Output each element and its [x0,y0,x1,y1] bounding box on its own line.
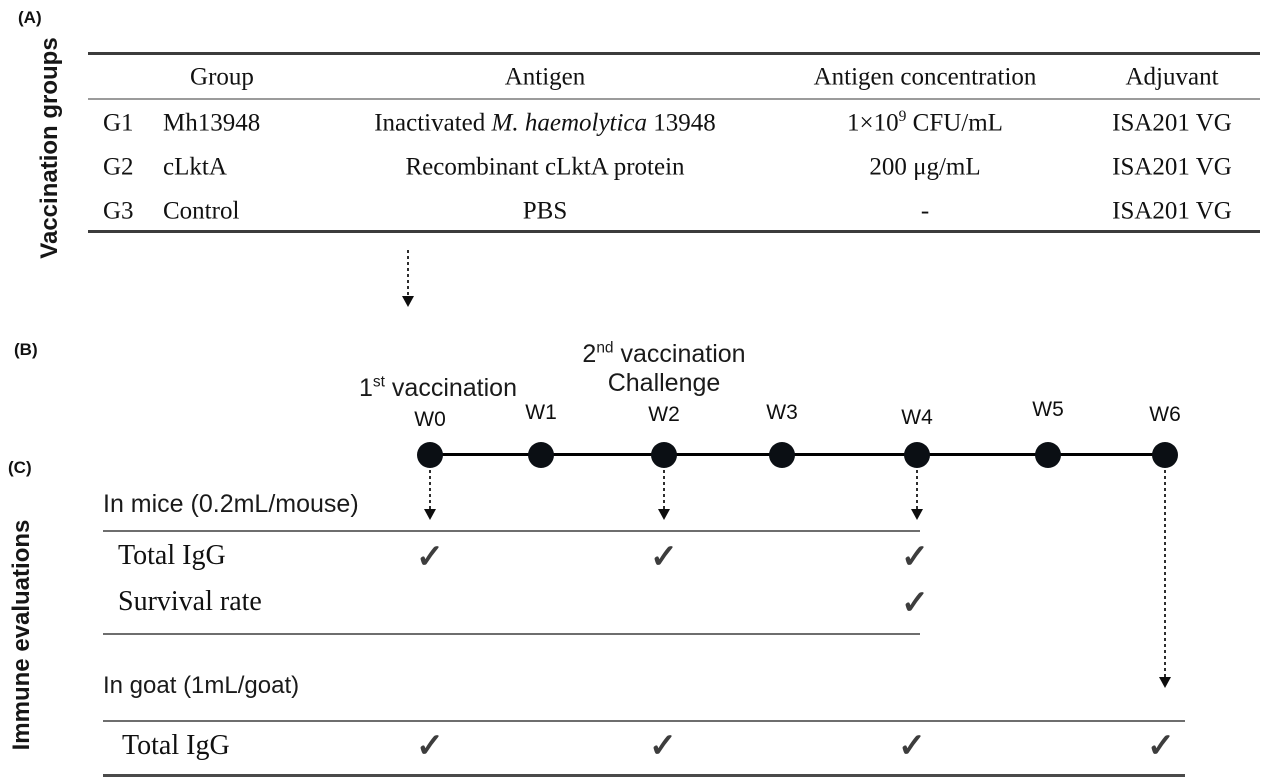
timeline-dot-w2 [651,442,677,468]
ordinal-number: 2 [582,340,597,368]
table-top-border [88,52,1260,55]
panel-c-label: (C) [8,458,32,477]
arrow-shaft [1164,470,1166,678]
table-row-g1-adjuvant: ISA201 VG [1112,109,1232,137]
week-label-w5: W5 [1032,398,1064,421]
table-row-g3-group: Control [163,197,240,225]
goat-section-title: In goat (1mL/goat) [103,672,300,699]
mice-table-bottom-rule [103,633,920,635]
ordinal-rest: vaccination [613,340,746,368]
table-row-g2-group: cLktA [163,153,227,181]
week-label-w4: W4 [901,406,933,429]
table-row-g2-id: G2 [103,153,134,181]
immune-evaluations-side-label: Immune evaluations [8,519,35,751]
checkmark-goat-total-igg-w6: ✓ [1147,726,1175,764]
vaccination-groups-side-label: Vaccination groups [36,37,63,259]
header-group: Group [190,63,254,91]
arrow-shaft [663,470,665,510]
table-to-timeline-arrow [402,250,414,307]
antigen-species-italic: M. haemolytica [491,109,648,137]
table-row-g1-id: G1 [103,109,134,137]
timeline-dot-w6 [1152,442,1178,468]
arrow-head [424,509,436,520]
second-vaccination-annotation: 2nd vaccination Challenge [582,340,745,398]
ordinal-rest: vaccination [384,374,517,402]
ordinal-suffix: st [372,373,385,391]
checkmark-goat-total-igg-w2: ✓ [649,726,677,764]
week-label-w3: W3 [766,401,798,424]
table-header-underline [88,98,1260,100]
checkmark-mice-survival-rate-w4: ✓ [901,583,929,621]
checkmark-goat-total-igg-w0: ✓ [416,726,444,764]
mice-table-top-rule [103,530,920,532]
goat-row-total-igg-label: Total IgG [122,730,230,761]
sampling-arrow-w6 [1159,470,1171,688]
timeline-dot-w3 [769,442,795,468]
checkmark-mice-total-igg-w4: ✓ [901,537,929,575]
challenge-line: Challenge [607,368,721,397]
arrow-head [658,509,670,520]
panel-b-label: (B) [14,340,38,359]
antigen-text: Inactivated [374,109,492,137]
table-row-g1-concentration: 1×109 CFU/mL [847,108,1003,137]
ordinal-suffix: nd [596,339,614,357]
table-row-g1-group: Mh13948 [163,109,261,137]
header-adjuvant: Adjuvant [1125,63,1219,91]
week-label-w0: W0 [414,408,446,431]
checkmark-mice-total-igg-w0: ✓ [416,537,444,575]
mice-row-total-igg-label: Total IgG [118,540,226,571]
second-vaccination-line: 2nd vaccination [582,340,745,369]
table-bottom-border [88,230,1260,233]
timeline-dot-w1 [528,442,554,468]
header-antigen-concentration: Antigen concentration [813,63,1037,91]
table-row-g3-adjuvant: ISA201 VG [1112,197,1232,225]
table-row-g3-concentration: - [920,197,930,225]
concentration-exponent: 9 [898,108,907,126]
table-row-g2-antigen: Recombinant cLktA protein [405,153,685,181]
timeline-dot-w0 [417,442,443,468]
arrow-head [911,509,923,520]
table-row-g3-antigen: PBS [522,197,568,225]
sampling-arrow-w0 [424,470,436,520]
goat-table-top-rule [103,720,1185,722]
arrow-shaft [916,470,918,510]
mice-row-survival-rate-label: Survival rate [118,586,262,617]
checkmark-goat-total-igg-w4: ✓ [898,726,926,764]
arrow-head [402,296,414,307]
timeline-dot-w4 [904,442,930,468]
week-label-w6: W6 [1149,403,1181,426]
timeline-axis [430,453,1165,456]
panel-a-label: (A) [18,8,42,27]
mice-section-title: In mice (0.2mL/mouse) [103,490,359,518]
ordinal-number: 1 [359,374,373,402]
week-label-w2: W2 [648,403,680,426]
header-antigen: Antigen [504,63,586,91]
week-label-w1: W1 [525,401,557,424]
antigen-strain: 13948 [647,109,716,137]
table-row-g2-concentration: 200 μg/mL [869,153,981,181]
table-row-g3-id: G3 [103,197,134,225]
goat-table-bottom-rule [103,774,1185,777]
sampling-arrow-w2 [658,470,670,520]
concentration-unit: CFU/mL [906,109,1003,137]
timeline-dot-w5 [1035,442,1061,468]
table-row-g1-antigen: Inactivated M. haemolytica 13948 [374,111,716,136]
table-row-g2-adjuvant: ISA201 VG [1112,153,1232,181]
concentration-base: 1×10 [847,109,899,137]
checkmark-mice-total-igg-w2: ✓ [650,537,678,575]
arrow-head [1159,677,1171,688]
arrow-shaft [429,470,431,510]
first-vaccination-annotation: 1st vaccination [359,374,517,403]
sampling-arrow-w4 [911,470,923,520]
arrow-shaft [407,250,409,297]
